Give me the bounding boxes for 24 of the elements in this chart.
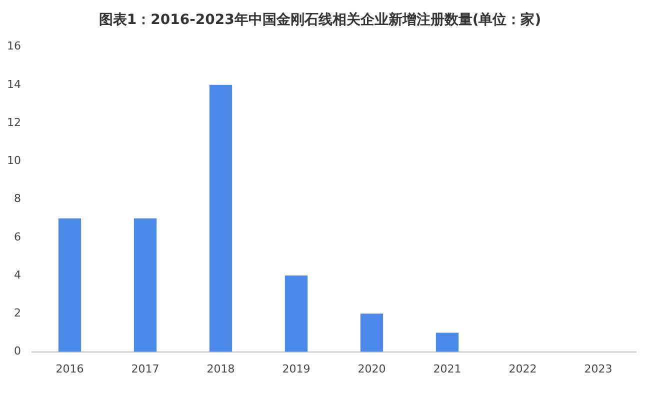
x-tick-label: 2018 [206,362,235,376]
y-tick-label: 10 [6,154,21,168]
y-tick-label: 4 [14,268,21,282]
bar [360,314,384,352]
y-tick-label: 6 [14,230,21,244]
x-tick-label: 2021 [433,362,462,376]
y-tick-label: 2 [14,306,21,320]
x-tick-label: 2017 [131,362,160,376]
bar [436,332,459,352]
x-tick-label: 2020 [358,362,386,376]
y-tick-label: 8 [14,192,21,206]
bar [209,84,232,352]
x-tick-label: 2016 [56,362,84,376]
y-tick-label: 12 [6,116,21,129]
y-tick-label: 0 [14,344,21,358]
chart-title: 图表1：2016-2023年中国金刚石线相关企业新增注册数量(单位：家) [98,11,542,28]
x-tick-label: 2022 [508,362,537,376]
y-tick-label: 16 [6,40,21,53]
bar [134,218,157,352]
x-tick-label: 2019 [282,362,310,376]
y-tick-label: 14 [6,78,21,91]
bar [284,276,308,352]
bar [58,218,82,352]
x-tick-label: 2023 [584,362,612,376]
